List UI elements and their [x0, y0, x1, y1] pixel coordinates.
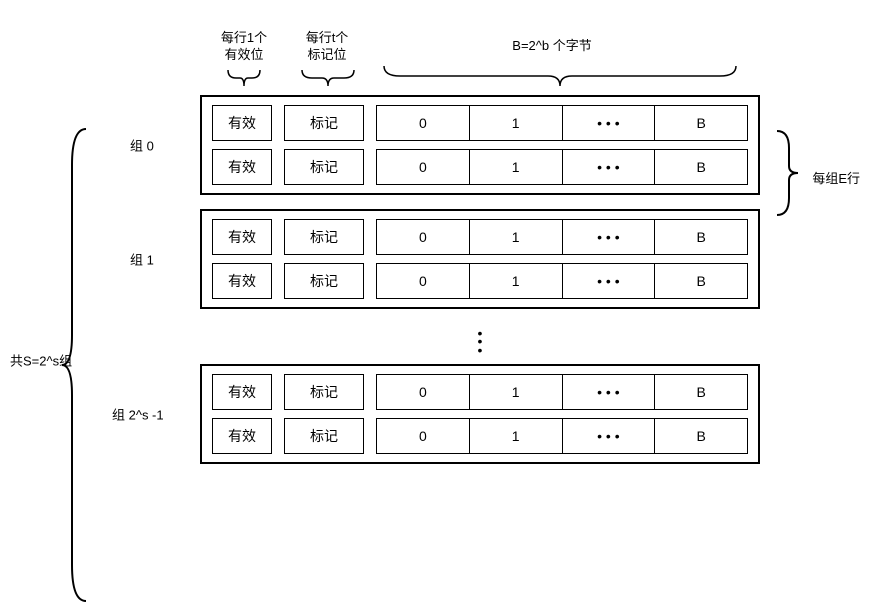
- byte-dots-cell: • • •: [562, 149, 655, 185]
- tag-bits-header-l2: 标记位: [307, 47, 346, 62]
- byte-0-cell: 0: [376, 105, 469, 141]
- valid-cell: 有效: [212, 263, 272, 299]
- tag-cell: 标记: [284, 149, 364, 185]
- byte-dots-cell: • • •: [562, 263, 655, 299]
- tag-bits-header-l1: 每行t个: [306, 30, 349, 45]
- block-cells: 0 1 • • • B: [376, 374, 748, 410]
- block-cells: 0 1 • • • B: [376, 149, 748, 185]
- right-brace: [775, 128, 800, 218]
- byte-0-cell: 0: [376, 219, 469, 255]
- tag-cell: 标记: [284, 263, 364, 299]
- group-0-box: 有效 标记 0 1 • • • B 有效 标记 0 1 • • •: [200, 95, 760, 195]
- valid-cell: 有效: [212, 418, 272, 454]
- tag-cell: 标记: [284, 105, 364, 141]
- block-cells: 0 1 • • • B: [376, 263, 748, 299]
- cache-line: 有效 标记 0 1 • • • B: [212, 418, 748, 454]
- left-brace-label: 共S=2^s组: [10, 351, 72, 370]
- cache-line: 有效 标记 0 1 • • • B: [212, 263, 748, 299]
- tag-cell: 标记: [284, 374, 364, 410]
- byte-1-cell: 1: [469, 418, 562, 454]
- byte-B-cell: B: [654, 263, 748, 299]
- byte-B-cell: B: [654, 149, 748, 185]
- byte-dots-cell: • • •: [562, 418, 655, 454]
- vertical-dots: •••: [200, 323, 760, 364]
- right-brace-label: 每组E行: [812, 168, 860, 187]
- block-cells: 0 1 • • • B: [376, 219, 748, 255]
- tag-bits-header: 每行t个 标记位: [287, 30, 367, 64]
- byte-dots-cell: • • •: [562, 219, 655, 255]
- tag-cell: 标记: [284, 418, 364, 454]
- group-last: 组 2^s -1 有效 标记 0 1 • • • B 有效 标记: [90, 364, 850, 464]
- valid-cell: 有效: [212, 219, 272, 255]
- cache-line: 有效 标记 0 1 • • • B: [212, 149, 748, 185]
- valid-cell: 有效: [212, 149, 272, 185]
- block-bytes-header-text: B=2^b 个字节: [512, 38, 591, 53]
- valid-cell: 有效: [212, 105, 272, 141]
- group-last-label: 组 2^s -1: [112, 405, 164, 424]
- brace-tag: [300, 68, 356, 88]
- block-bytes-header: B=2^b 个字节: [472, 38, 632, 55]
- byte-1-cell: 1: [469, 263, 562, 299]
- valid-bit-header: 每行1个 有效位: [204, 30, 284, 64]
- top-labels-row: 每行1个 有效位 每行t个 标记位 B=2^b 个字节: [212, 30, 850, 95]
- byte-B-cell: B: [654, 374, 748, 410]
- cache-line: 有效 标记 0 1 • • • B: [212, 105, 748, 141]
- byte-B-cell: B: [654, 418, 748, 454]
- cache-line: 有效 标记 0 1 • • • B: [212, 219, 748, 255]
- byte-dots-cell: • • •: [562, 374, 655, 410]
- byte-B-cell: B: [654, 105, 748, 141]
- group-1-box: 有效 标记 0 1 • • • B 有效 标记 0 1 • • •: [200, 209, 760, 309]
- byte-1-cell: 1: [469, 149, 562, 185]
- tag-cell: 标记: [284, 219, 364, 255]
- valid-bit-header-l2: 有效位: [224, 47, 263, 62]
- group-1: 组 1 有效 标记 0 1 • • • B 有效 标记 0: [90, 209, 850, 309]
- group-1-label: 组 1: [130, 250, 154, 269]
- cache-diagram: 每行1个 有效位 每行t个 标记位 B=2^b 个字节 组 0 有效: [90, 30, 850, 478]
- valid-cell: 有效: [212, 374, 272, 410]
- byte-0-cell: 0: [376, 418, 469, 454]
- byte-1-cell: 1: [469, 105, 562, 141]
- byte-0-cell: 0: [376, 149, 469, 185]
- groups-area: 组 0 有效 标记 0 1 • • • B 有效 标记 0: [90, 95, 850, 464]
- brace-valid: [226, 68, 262, 88]
- group-0-label: 组 0: [130, 136, 154, 155]
- valid-bit-header-l1: 每行1个: [221, 30, 267, 45]
- group-last-box: 有效 标记 0 1 • • • B 有效 标记 0 1 • • •: [200, 364, 760, 464]
- byte-0-cell: 0: [376, 263, 469, 299]
- block-cells: 0 1 • • • B: [376, 418, 748, 454]
- byte-1-cell: 1: [469, 219, 562, 255]
- block-cells: 0 1 • • • B: [376, 105, 748, 141]
- brace-block: [380, 62, 740, 88]
- cache-line: 有效 标记 0 1 • • • B: [212, 374, 748, 410]
- byte-dots-cell: • • •: [562, 105, 655, 141]
- byte-0-cell: 0: [376, 374, 469, 410]
- group-0: 组 0 有效 标记 0 1 • • • B 有效 标记 0: [90, 95, 850, 195]
- byte-1-cell: 1: [469, 374, 562, 410]
- byte-B-cell: B: [654, 219, 748, 255]
